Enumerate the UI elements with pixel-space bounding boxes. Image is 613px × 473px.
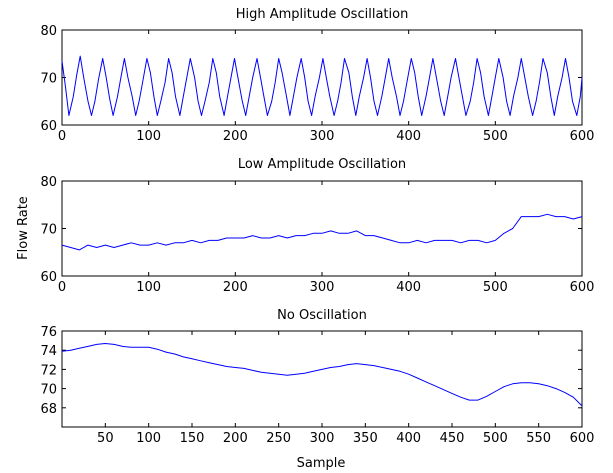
x-axis-label: Sample — [297, 456, 346, 471]
x-tick-label: 100 — [136, 280, 161, 295]
x-tick-label: 200 — [223, 280, 248, 295]
y-tick-label: 74 — [40, 344, 57, 359]
panel-low-amplitude: Low Amplitude Oscillation 0 100 200 300 400 50… — [40, 157, 594, 295]
x-tick-label: 400 — [396, 280, 421, 295]
x-tick-label: 200 — [223, 129, 248, 144]
y-tick-label: 60 — [40, 119, 57, 134]
x-tick-label: 600 — [570, 129, 595, 144]
y-axis-label: Flow Rate — [16, 196, 31, 260]
x-tick-label: 50 — [97, 431, 114, 446]
plot-frame — [61, 180, 583, 277]
panel-no-oscillation: No Oscillation 50 100 150 200 250 300 350 400 450… — [40, 308, 594, 446]
x-tick-label: 150 — [180, 431, 205, 446]
y-tick-label: 80 — [40, 175, 57, 190]
y-tick-label: 76 — [40, 325, 57, 340]
x-tick-label: 0 — [58, 280, 66, 295]
plot-frame — [61, 330, 583, 428]
x-tick-label: 300 — [310, 280, 335, 295]
y-tick-label: 60 — [40, 270, 57, 285]
x-tick-label: 100 — [136, 431, 161, 446]
x-tick-label: 400 — [396, 431, 421, 446]
y-tick-label: 70 — [40, 223, 57, 238]
x-tick-label: 500 — [483, 431, 508, 446]
x-tick-label: 0 — [58, 129, 66, 144]
y-tick-label: 70 — [40, 72, 57, 87]
chart-title: Low Amplitude Oscillation — [238, 157, 406, 172]
plot-frame — [61, 29, 583, 126]
chart-title: No Oscillation — [277, 308, 367, 323]
y-tick-label: 80 — [40, 24, 57, 39]
series-line — [61, 213, 583, 251]
x-tick-label: 500 — [483, 129, 508, 144]
panel-high-amplitude: High Amplitude Oscillation 0 100 200 300 400 5… — [40, 7, 594, 144]
y-tick-label: 68 — [40, 402, 57, 417]
x-tick-label: 350 — [353, 431, 378, 446]
x-tick-label: 500 — [483, 280, 508, 295]
x-tick-label: 600 — [570, 431, 595, 446]
y-tick-label: 70 — [40, 383, 57, 398]
x-tick-label: 300 — [310, 129, 335, 144]
x-tick-label: 300 — [310, 431, 335, 446]
x-tick-label: 200 — [223, 431, 248, 446]
x-tick-label: 400 — [396, 129, 421, 144]
x-tick-label: 550 — [526, 431, 551, 446]
x-tick-label: 600 — [570, 280, 595, 295]
series-line — [61, 55, 583, 116]
x-tick-label: 450 — [440, 431, 465, 446]
series-line — [61, 343, 583, 407]
x-tick-label: 100 — [136, 129, 161, 144]
y-tick-label: 72 — [40, 363, 57, 378]
chart-title: High Amplitude Oscillation — [236, 7, 409, 22]
x-tick-label: 250 — [266, 431, 291, 446]
